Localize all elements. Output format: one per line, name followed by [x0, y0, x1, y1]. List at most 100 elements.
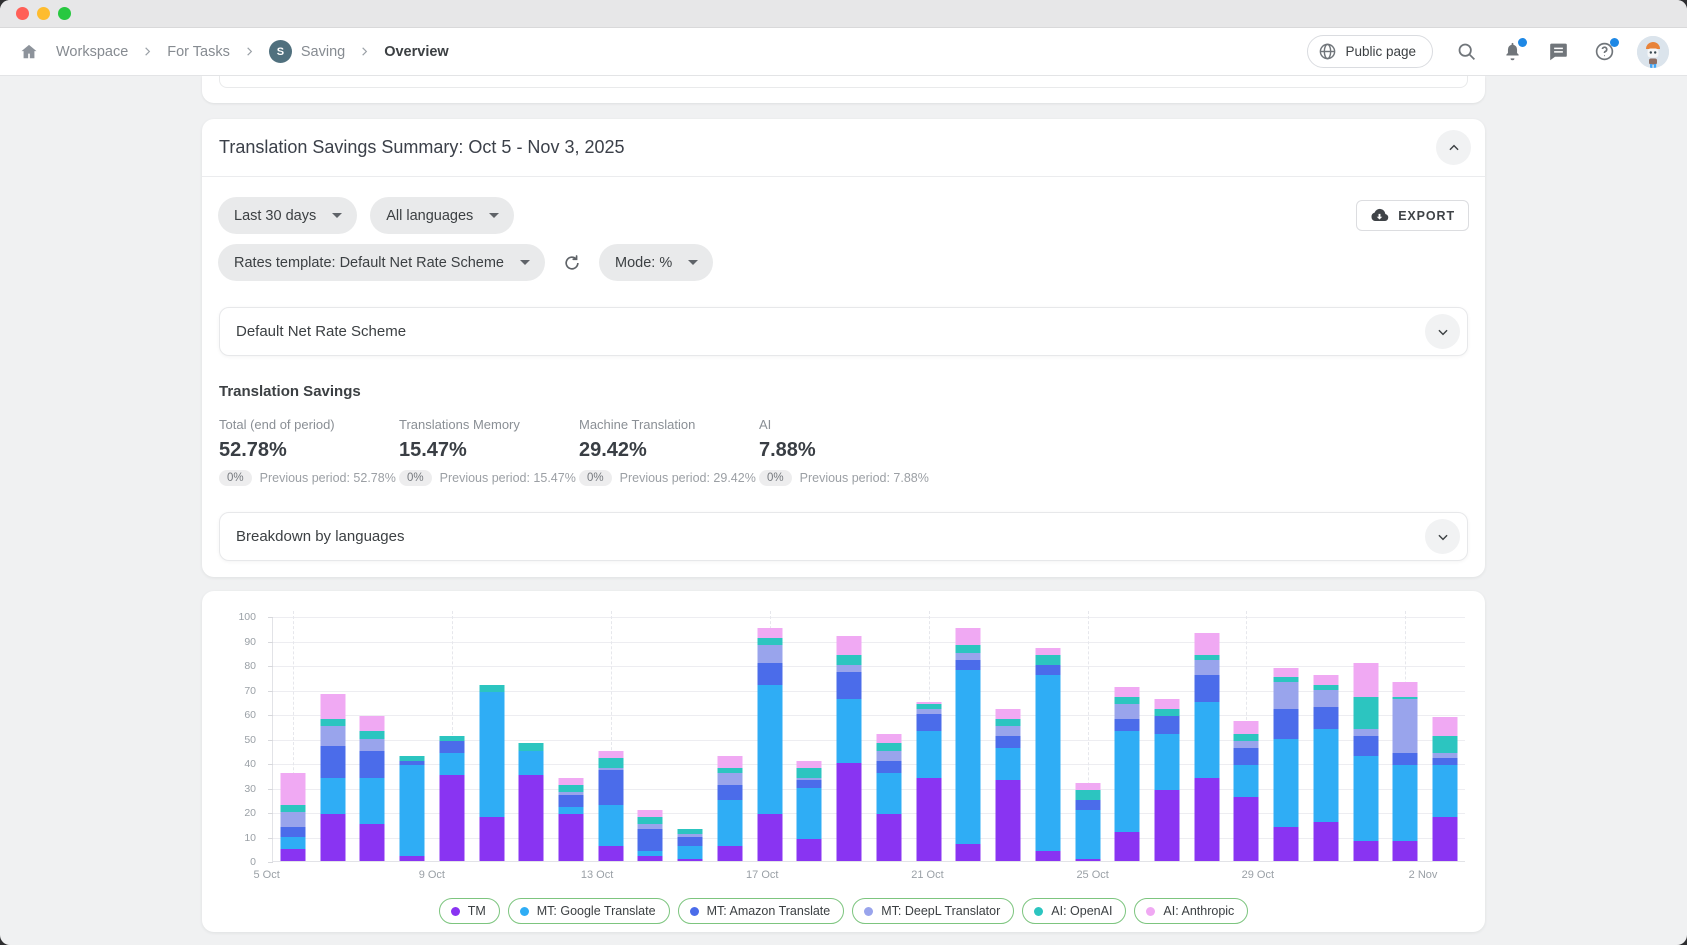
bar-segment[interactable]	[439, 753, 464, 775]
bar-segment[interactable]	[360, 731, 385, 738]
bar-segment[interactable]	[1274, 682, 1299, 709]
bar-segment[interactable]	[797, 761, 822, 768]
bar-segment[interactable]	[1075, 810, 1100, 859]
collapse-card-button[interactable]	[1436, 130, 1471, 165]
bar-segment[interactable]	[757, 663, 782, 685]
bar-segment[interactable]	[1274, 827, 1299, 861]
bar-segment[interactable]	[1353, 729, 1378, 736]
stacked-bar[interactable]	[1035, 648, 1060, 861]
bar-segment[interactable]	[1234, 741, 1259, 748]
bar-segment[interactable]	[280, 827, 305, 837]
bar-segment[interactable]	[1234, 797, 1259, 861]
stacked-bar[interactable]	[916, 702, 941, 861]
bar-segment[interactable]	[1194, 633, 1219, 655]
bar-segment[interactable]	[1353, 841, 1378, 861]
bar-segment[interactable]	[1433, 736, 1458, 753]
bar-segment[interactable]	[1353, 756, 1378, 842]
bar-segment[interactable]	[797, 788, 822, 839]
bar-segment[interactable]	[996, 748, 1021, 780]
bar-segment[interactable]	[559, 795, 584, 807]
bar-segment[interactable]	[1155, 709, 1180, 716]
stacked-bar[interactable]	[956, 628, 981, 861]
stacked-bar[interactable]	[996, 709, 1021, 861]
stacked-bar[interactable]	[519, 743, 544, 861]
bar-segment[interactable]	[1393, 753, 1418, 765]
bar-segment[interactable]	[1234, 765, 1259, 797]
expand-breakdown-button[interactable]	[1425, 519, 1460, 554]
bar-segment[interactable]	[598, 770, 623, 804]
bar-segment[interactable]	[1274, 668, 1299, 678]
bar-segment[interactable]	[916, 731, 941, 778]
bar-segment[interactable]	[1194, 675, 1219, 702]
close-window-button[interactable]	[16, 7, 29, 20]
bar-segment[interactable]	[1115, 731, 1140, 831]
stacked-bar[interactable]	[1313, 675, 1338, 861]
stacked-bar[interactable]	[837, 636, 862, 861]
stacked-bar[interactable]	[717, 756, 742, 861]
zoom-window-button[interactable]	[58, 7, 71, 20]
bar-segment[interactable]	[400, 856, 425, 861]
bar-segment[interactable]	[876, 773, 901, 815]
bar-segment[interactable]	[280, 837, 305, 849]
stacked-bar[interactable]	[1274, 668, 1299, 862]
rates-template-select[interactable]: Rates template: Default Net Rate Scheme	[218, 244, 545, 281]
bar-segment[interactable]	[519, 751, 544, 776]
bar-segment[interactable]	[1313, 690, 1338, 707]
bar-segment[interactable]	[1075, 783, 1100, 790]
bar-segment[interactable]	[797, 768, 822, 778]
bar-segment[interactable]	[320, 746, 345, 778]
bar-segment[interactable]	[876, 751, 901, 761]
bar-segment[interactable]	[559, 807, 584, 814]
bar-segment[interactable]	[1035, 675, 1060, 851]
bar-segment[interactable]	[360, 739, 385, 751]
minimize-window-button[interactable]	[37, 7, 50, 20]
stacked-bar[interactable]	[797, 761, 822, 861]
bar-segment[interactable]	[1194, 702, 1219, 778]
stacked-bar[interactable]	[320, 694, 345, 861]
bar-segment[interactable]	[598, 751, 623, 758]
bar-segment[interactable]	[1313, 675, 1338, 685]
bar-segment[interactable]	[876, 743, 901, 750]
bar-segment[interactable]	[479, 685, 504, 692]
bar-segment[interactable]	[1075, 800, 1100, 810]
bar-segment[interactable]	[360, 751, 385, 778]
bar-segment[interactable]	[876, 761, 901, 773]
bar-segment[interactable]	[320, 814, 345, 861]
notifications-bell-icon[interactable]	[1499, 39, 1525, 65]
stacked-bar[interactable]	[598, 751, 623, 861]
bar-segment[interactable]	[1115, 697, 1140, 704]
refresh-button[interactable]	[558, 249, 586, 277]
stacked-bar[interactable]	[638, 810, 663, 861]
bar-segment[interactable]	[678, 846, 703, 858]
bar-segment[interactable]	[837, 699, 862, 763]
bar-segment[interactable]	[1155, 734, 1180, 790]
mode-select[interactable]: Mode: %	[599, 244, 713, 281]
user-avatar[interactable]	[1637, 36, 1669, 68]
bar-segment[interactable]	[400, 765, 425, 856]
bar-segment[interactable]	[360, 778, 385, 825]
bar-segment[interactable]	[1194, 660, 1219, 675]
bar-segment[interactable]	[717, 846, 742, 861]
stacked-bar[interactable]	[1115, 687, 1140, 861]
bar-segment[interactable]	[1234, 748, 1259, 765]
stacked-bar[interactable]	[400, 756, 425, 861]
bar-segment[interactable]	[717, 785, 742, 800]
bar-segment[interactable]	[1313, 729, 1338, 822]
help-icon[interactable]	[1591, 39, 1617, 65]
bar-segment[interactable]	[797, 839, 822, 861]
legend-item[interactable]: AI: Anthropic	[1134, 898, 1248, 924]
bar-segment[interactable]	[1353, 697, 1378, 729]
bar-segment[interactable]	[1313, 822, 1338, 861]
chat-icon[interactable]	[1545, 39, 1571, 65]
bar-segment[interactable]	[757, 814, 782, 861]
bar-segment[interactable]	[598, 758, 623, 768]
stacked-bar[interactable]	[1393, 682, 1418, 861]
stacked-bar[interactable]	[1075, 783, 1100, 861]
bar-segment[interactable]	[837, 672, 862, 699]
bar-segment[interactable]	[638, 829, 663, 851]
bar-segment[interactable]	[1115, 719, 1140, 731]
bar-segment[interactable]	[797, 780, 822, 787]
bar-segment[interactable]	[439, 741, 464, 753]
breadcrumb-saving[interactable]: S Saving	[269, 40, 345, 63]
bar-segment[interactable]	[320, 719, 345, 726]
